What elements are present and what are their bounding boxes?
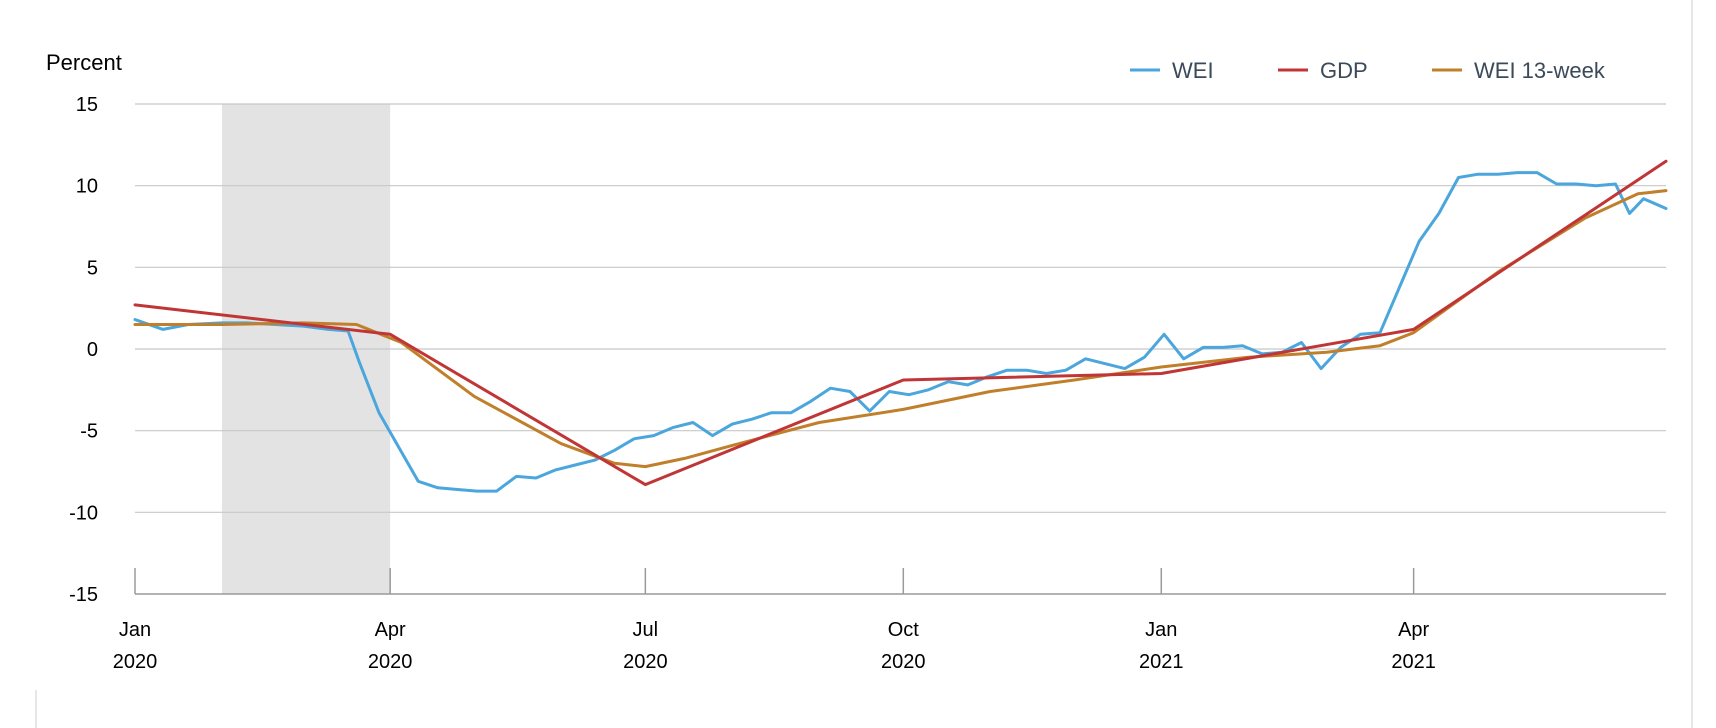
x-tick-label-year: 2020 bbox=[368, 651, 413, 673]
x-axis: Jan 2020 Apr 2020 Jul 2020 Oct 2020 Jan 2021 Apr 20… bbox=[113, 568, 1436, 673]
x-tick-label-month: Apr bbox=[375, 619, 406, 641]
x-tick-label-month: Jul bbox=[633, 619, 659, 641]
series-line-wei bbox=[133, 171, 1668, 493]
x-tick-label-year: 2020 bbox=[623, 651, 668, 673]
x-tick-label-year: 2021 bbox=[1391, 651, 1436, 673]
y-tick-label: -10 bbox=[69, 502, 98, 524]
y-tick-label: 0 bbox=[87, 339, 98, 361]
x-tick-label-year: 2020 bbox=[881, 651, 926, 673]
y-tick-label: 5 bbox=[87, 257, 98, 279]
y-tick-label: 15 bbox=[76, 94, 98, 116]
y-axis-unit-label: Percent bbox=[46, 50, 122, 75]
y-tick-label: -15 bbox=[69, 584, 98, 606]
x-tick-label-month: Oct bbox=[888, 619, 920, 641]
legend-label-gdp: GDP bbox=[1320, 58, 1368, 83]
x-tick-label-month: Jan bbox=[119, 619, 151, 641]
series-layer bbox=[133, 159, 1668, 493]
y-tick-label: 10 bbox=[76, 176, 98, 198]
legend-label-wei-13-week: WEI 13-week bbox=[1474, 58, 1606, 83]
series-line-wei-13-week bbox=[133, 189, 1668, 469]
x-tick-label-month: Jan bbox=[1145, 619, 1177, 641]
legend-label-wei: WEI bbox=[1172, 58, 1214, 83]
x-tick-label-year: 2021 bbox=[1139, 651, 1184, 673]
y-tick-label: -5 bbox=[80, 421, 98, 443]
series-line-gdp bbox=[133, 159, 1668, 487]
legend: WEI GDP WEI 13-week bbox=[1130, 58, 1606, 83]
x-tick-label-month: Apr bbox=[1398, 619, 1429, 641]
y-axis: 15 10 5 0 -5 -10 -15 bbox=[69, 94, 98, 606]
x-tick-label-year: 2020 bbox=[113, 651, 158, 673]
